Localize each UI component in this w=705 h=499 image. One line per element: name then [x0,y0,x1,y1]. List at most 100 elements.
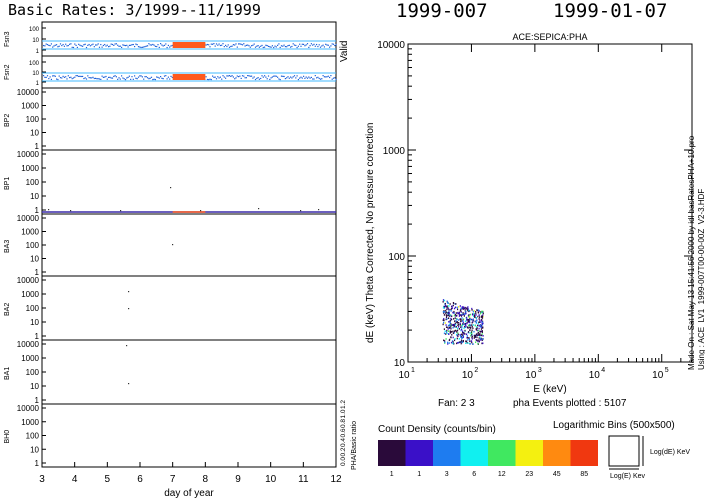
pha-event [476,329,479,332]
rate-point [136,78,138,80]
pha-event [453,323,455,326]
pha-event [452,330,454,333]
pha-event [475,317,477,319]
rate-point [149,77,151,79]
rate-point [88,77,90,79]
pha-event [464,329,466,332]
rate-point [123,78,125,80]
rate-point [265,44,267,46]
pha-event [470,340,473,342]
pha-event [445,324,447,326]
rate-point [300,76,302,78]
rate-point [65,76,67,78]
rate-point [223,46,225,48]
rate-point [111,43,114,46]
pha-event [462,308,464,311]
rate-point [269,78,271,81]
pha-event [451,307,454,309]
rate-point [162,45,164,47]
rate-point [105,75,107,78]
rate-point [121,46,123,49]
rate-point [291,77,293,79]
pha-event [466,316,468,319]
pha-event [472,343,474,345]
panel-label-2: Fsn2 [4,64,11,80]
rate-point [127,76,129,78]
pha-event [450,323,452,325]
pha-event [447,330,450,332]
pha-event [472,318,474,321]
rate-point [271,45,273,47]
pha-event [452,304,454,307]
ratio-tick-5: 1.0 [340,409,347,418]
rate-point [312,78,314,80]
pha-event [473,337,475,339]
rate-point [63,76,65,78]
pha-event [473,334,475,337]
pha-event [462,313,464,316]
pha-event [459,305,461,307]
pha-event [468,315,470,318]
rate-point [318,44,320,46]
pha-event [481,315,484,318]
pha-event [478,321,480,324]
pha-event [471,335,473,338]
rate-point [283,44,285,46]
rate-point [74,43,76,45]
rate-point [167,76,169,78]
rate-point [97,43,99,45]
panel-ytick-label-4-3: 10 [30,192,39,201]
rate-point [144,45,146,48]
rate-point [72,46,75,49]
pha-event [468,321,471,323]
pha-event [466,336,468,339]
rate-point [49,76,51,78]
panel-ytick-label-5-3: 10 [30,255,39,264]
pha-event [468,337,470,339]
pha-event [456,331,458,333]
rate-point [127,46,129,48]
panel-ytick-label-4-1: 1000 [21,164,39,173]
rate-point [266,44,268,47]
rate-point [52,75,54,77]
rate-point [162,78,164,80]
rate-point [144,76,146,78]
rate-point [147,77,149,79]
rate-point [249,75,251,77]
rate-point [212,43,214,45]
rate-point [274,45,276,47]
pha-event [471,336,473,339]
rate-point [243,75,245,77]
pha-event [470,334,472,337]
panel-ytick-label-7-4: 1 [35,396,40,405]
side-note-using: Using : ACE_LV1_1999-007T00-00-00Z_V2-3.… [697,189,705,370]
ratio-tick-0: 0.0 [340,457,347,466]
pha-event [480,330,483,333]
rate-point [267,45,270,48]
rate-point [167,44,169,47]
header-title: Basic Rates: 3/1999--11/1999 [8,1,261,19]
rate-point [170,45,172,47]
rate-point [295,44,297,47]
rate-point [275,75,277,77]
rate-point [108,76,110,79]
pha-event [458,325,460,328]
legend-swatch-3 [460,440,488,466]
pha-event [448,324,451,326]
rate-point [234,44,236,46]
pha-event [482,338,484,340]
rate-point [110,43,112,45]
legend-swatch-1 [405,440,433,466]
rate-point [278,43,280,45]
rate-point [74,76,76,78]
ratio-tick-1: 0.2 [340,447,347,456]
pha-event [471,329,473,332]
rate-point [109,45,111,47]
rate-point [240,77,242,80]
pha-event [481,323,483,325]
scatter-xtick-label-2: 10 [525,370,537,381]
rate-point [156,45,158,48]
pha-event [479,316,481,318]
rate-point [69,76,71,79]
rate-point [239,75,241,77]
